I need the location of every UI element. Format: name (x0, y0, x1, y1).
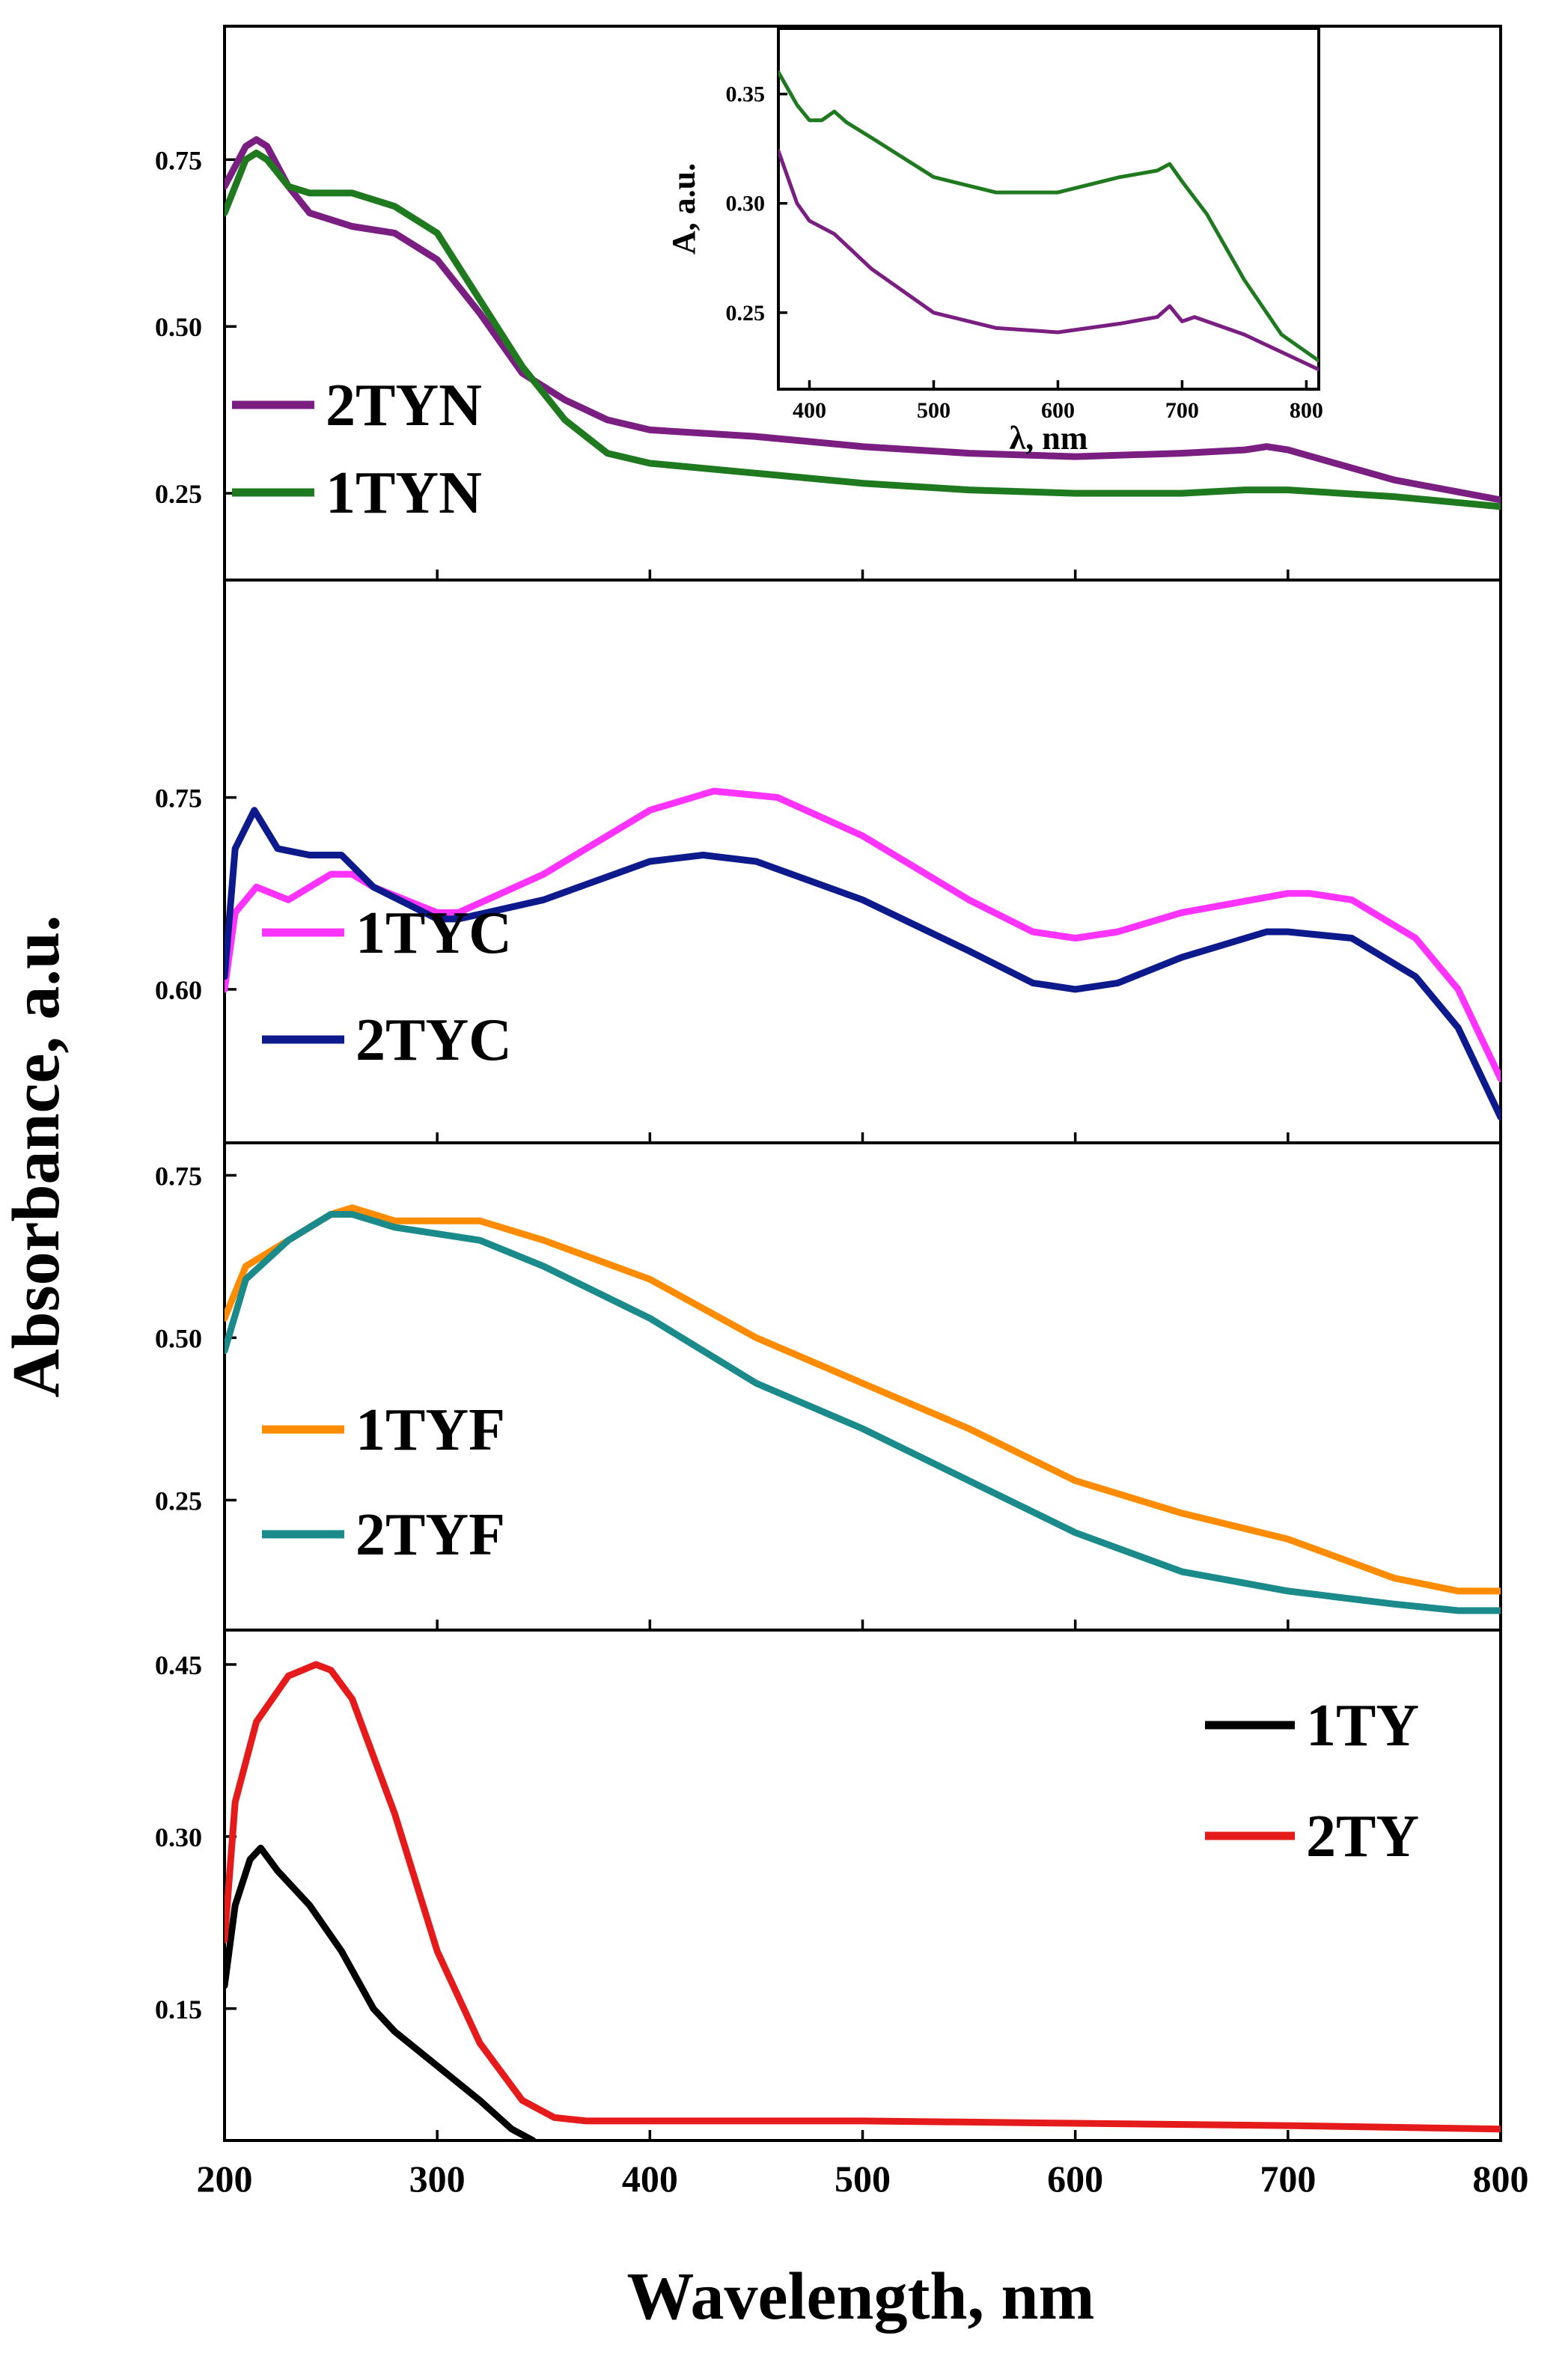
x-tick-label: 800 (1473, 2158, 1529, 2200)
series-line-1TYC (225, 787, 1501, 1082)
legend-label-2TYC: 2TYC (356, 1007, 512, 1073)
inset-y-tick-label: 0.25 (726, 301, 766, 326)
y-tick-label: 0.60 (155, 975, 202, 1005)
y-tick-label: 0.75 (155, 145, 202, 175)
panel-N: 0.25 0.50 0.75 2TYN 1TYN (155, 25, 1502, 582)
x-tick-label: 200 (197, 2158, 253, 2200)
inset-x-tick-label: 700 (1165, 398, 1199, 423)
panel-TY: 0.15 0.30 0.45 1TY 2TY (155, 1629, 1502, 2142)
y-tick-label: 0.45 (155, 1650, 202, 1680)
inset-x-axis-label: λ, nm (1010, 420, 1088, 457)
legend-label-2TYN: 2TYN (326, 373, 482, 439)
y-tick-label: 0.25 (155, 479, 202, 509)
inset-y-tick-label: 0.35 (726, 82, 766, 107)
inset-y-axis-label: A, a.u. (665, 163, 702, 254)
inset-x-tick-label: 800 (1290, 398, 1323, 423)
y-tick-label: 0.50 (155, 1323, 202, 1353)
series-line-1TYN (225, 149, 1501, 510)
legend-label-2TY: 2TY (1306, 1804, 1419, 1870)
y-tick-label: 0.15 (155, 1995, 202, 2024)
x-tick-label: 300 (409, 2158, 466, 2200)
series-line-2TYC (225, 807, 1501, 1121)
x-tick-label: 700 (1260, 2158, 1316, 2200)
x-tick-label: 500 (835, 2158, 891, 2200)
y-tick-label: 0.30 (155, 1822, 202, 1852)
series-line-1TY (225, 1844, 537, 2140)
legend-label-1TYC: 1TYC (356, 900, 512, 966)
legend-label-1TY: 1TY (1306, 1693, 1419, 1759)
inset-x-tick-label: 500 (917, 398, 951, 423)
inset-series-line-2TYN (778, 149, 1319, 372)
panels-group: 0.25 0.50 0.75 2TYN 1TYN 0.60 0.75 1TYC 2TYC 0.25… (155, 25, 1529, 2200)
y-tick-label: 0.25 (155, 1486, 202, 1516)
legend-label-2TYF: 2TYF (356, 1502, 505, 1568)
x-tick-label: 600 (1047, 2158, 1103, 2200)
legend-label-1TYN: 1TYN (326, 460, 482, 526)
inset-x-tick-label: 600 (1041, 398, 1075, 423)
series-line-2TY (225, 1661, 1501, 2133)
x-tick-label: 400 (622, 2158, 678, 2200)
x-axis-label: Wavelength, nm (626, 2259, 1094, 2334)
inset-frame (777, 27, 1320, 391)
panel-C: 0.60 0.75 1TYC 2TYC (155, 579, 1502, 1144)
inset-series-line-1TYN (778, 70, 1319, 363)
legend-label-1TYF: 1TYF (356, 1397, 505, 1463)
inset-group: 0.25 0.30 0.35 400 500 600 700 800 λ, nm A, a.u. (665, 27, 1323, 457)
panel-F: 0.25 0.50 0.75 1TYF 2TYF (155, 1141, 1502, 1632)
y-tick-label: 0.75 (155, 784, 202, 814)
inset-y-tick-label: 0.30 (726, 192, 766, 216)
inset-x-tick-label: 400 (793, 398, 826, 423)
series-line-2TYF (225, 1211, 1501, 1614)
y-tick-label: 0.50 (155, 312, 202, 342)
y-tick-label: 0.75 (155, 1161, 202, 1191)
y-axis-label: Absorbance, a.u. (0, 915, 73, 1397)
